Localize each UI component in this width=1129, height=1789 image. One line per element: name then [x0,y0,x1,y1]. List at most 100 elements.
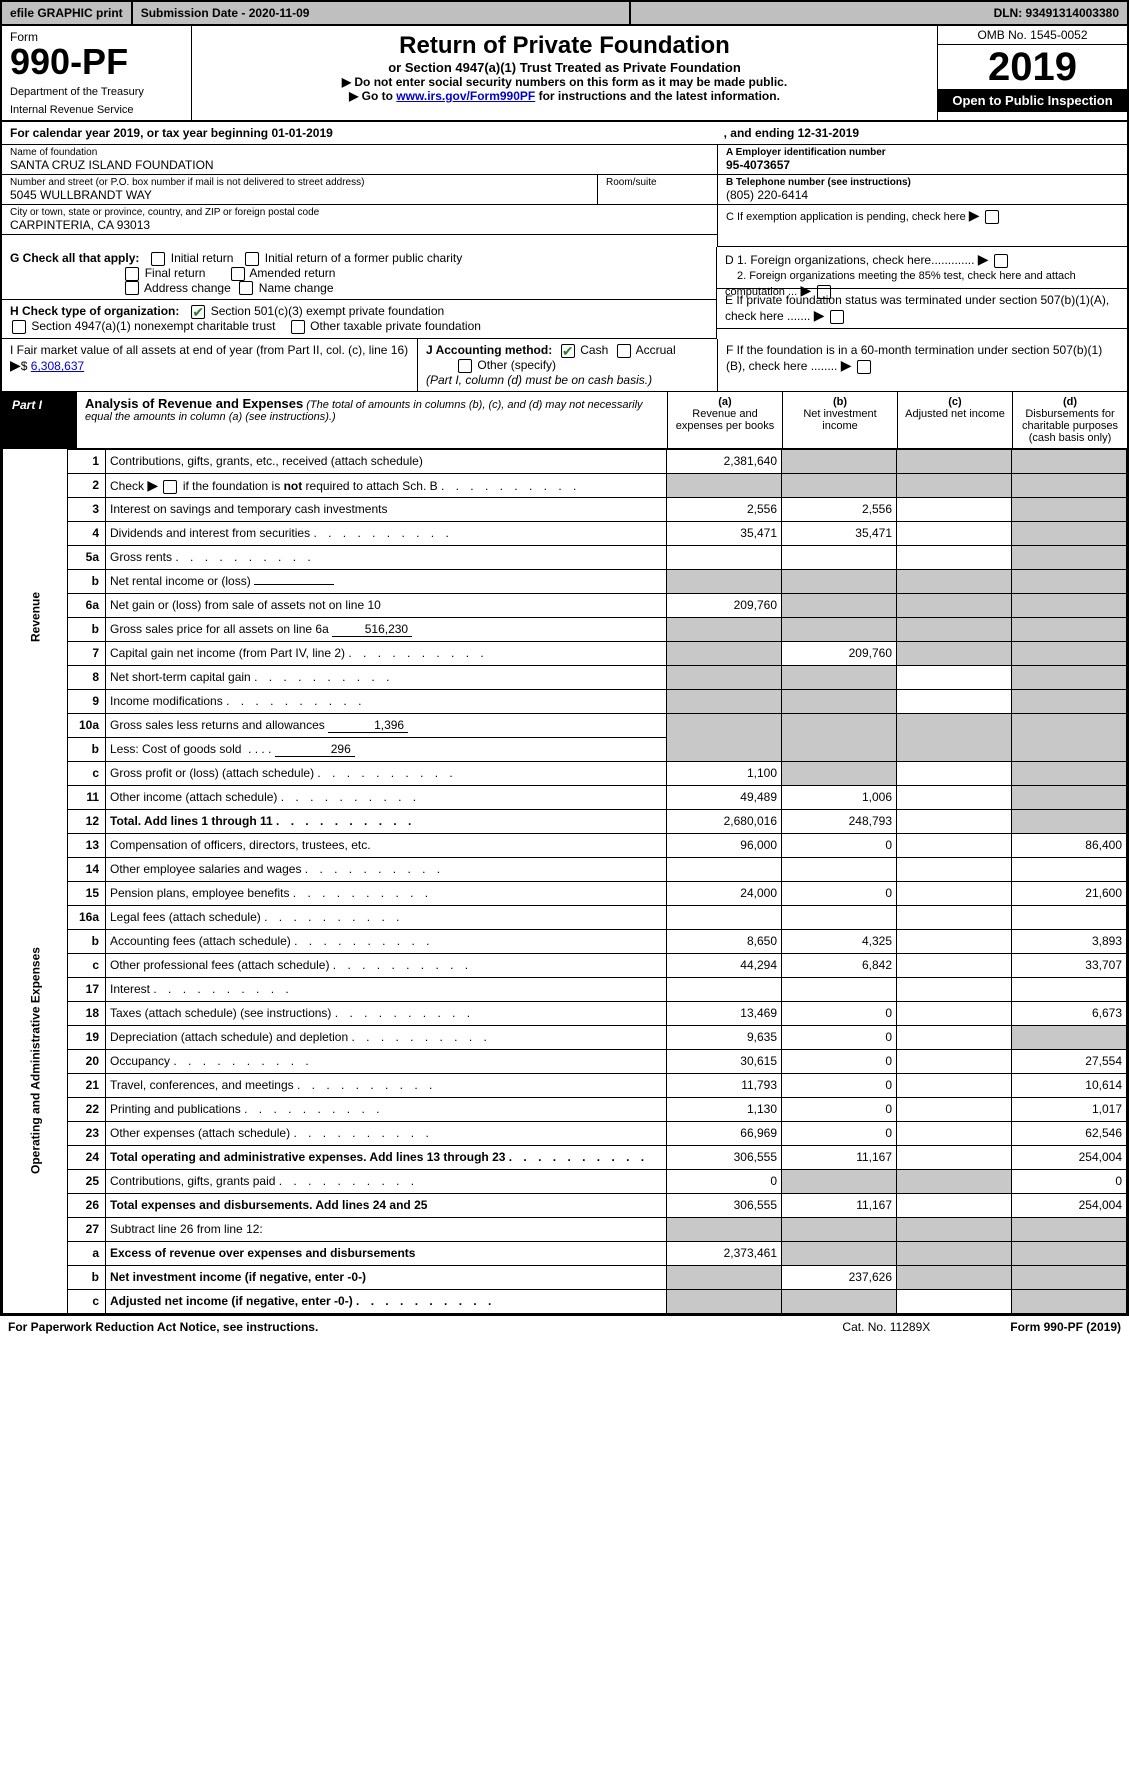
city-value: CARPINTERIA, CA 93013 [10,218,709,232]
schb-checkbox[interactable] [163,480,177,494]
table-row: cOther professional fees (attach schedul… [3,953,1127,977]
table-row: 14Other employee salaries and wages [3,857,1127,881]
row-num: 12 [68,809,106,833]
cell-a: 44,294 [667,953,782,977]
row-desc: Net investment income (if negative, ente… [110,1270,366,1284]
city-label: City or town, state or province, country… [10,207,709,218]
h-501c3-checkbox[interactable] [191,305,205,319]
j-accrual-checkbox[interactable] [617,344,631,358]
i-j-f-row: I Fair market value of all assets at end… [2,339,1127,392]
cell-d [1012,905,1127,929]
row-desc: Excess of revenue over expenses and disb… [110,1246,415,1260]
cell-b: 0 [782,881,897,905]
paperwork-notice: For Paperwork Reduction Act Notice, see … [8,1320,318,1334]
table-row: 18Taxes (attach schedule) (see instructi… [3,1001,1127,1025]
e-checkbox[interactable] [830,310,844,324]
g-opt-final: Final return [145,266,206,280]
row-desc: Gross profit or (loss) (attach schedule) [110,766,314,780]
g-amended-checkbox[interactable] [231,267,245,281]
g-initial-former-checkbox[interactable] [245,252,259,266]
cell-d: 3,893 [1012,929,1127,953]
row-desc: Contributions, gifts, grants, etc., rece… [106,449,667,473]
row-num: 14 [68,857,106,881]
cell-c [897,785,1012,809]
cell-d: 254,004 [1012,1193,1127,1217]
cell-c [897,689,1012,713]
cell-c [897,1145,1012,1169]
phone-value: (805) 220-6414 [726,188,1119,202]
cell-d [1012,497,1127,521]
col-d-text: Disbursements for charitable purposes (c… [1022,408,1118,444]
cell-c [897,641,1012,665]
g-address-checkbox[interactable] [125,281,139,295]
blank-sidelabel [3,785,68,833]
h-4947-checkbox[interactable] [12,320,26,334]
cell-a: 13,469 [667,1001,782,1025]
cell-d [1012,617,1127,641]
row-desc: Gross rents [110,550,172,564]
cell-b: 11,167 [782,1193,897,1217]
cell-a [667,713,782,761]
j-cash-checkbox[interactable] [561,344,575,358]
goto-pre: ▶ Go to [349,89,396,103]
cell-b: 2,556 [782,497,897,521]
cell-b: 35,471 [782,521,897,545]
cell-a: 35,471 [667,521,782,545]
table-row: Operating and Administrative Expenses 13… [3,833,1127,857]
c-checkbox[interactable] [985,210,999,224]
d1-checkbox[interactable] [994,254,1008,268]
efile-print-button[interactable]: efile GRAPHIC print [2,2,133,24]
cell-c [897,1169,1012,1193]
g-name-checkbox[interactable] [239,281,253,295]
part1-table: Revenue 1Contributions, gifts, grants, e… [2,449,1127,1314]
g-h-row: G Check all that apply: Initial return I… [2,247,1127,339]
j-other-checkbox[interactable] [458,359,472,373]
address-value: 5045 WULLBRANDT WAY [10,188,589,202]
table-row: bGross sales price for all assets on lin… [3,617,1127,641]
cell-a [667,689,782,713]
c-exemption-label: C If exemption application is pending, c… [726,211,966,223]
cell-a: 0 [667,1169,782,1193]
cell-a [667,1289,782,1313]
cell-b [782,545,897,569]
j-label: J Accounting method: [426,343,552,357]
cell-b [782,665,897,689]
cell-c [897,545,1012,569]
table-row: 9Income modifications [3,689,1127,713]
row-num: b [68,569,106,593]
cell-d [1012,761,1127,785]
cell-a [667,977,782,1001]
cell-a [667,905,782,929]
table-row: 10aGross sales less returns and allowanc… [3,713,1127,737]
row-num: b [68,1265,106,1289]
row-desc: Printing and publications [110,1102,241,1116]
cell-b [782,761,897,785]
g-label: G Check all that apply: [10,251,139,265]
cell-a [667,857,782,881]
g-final-checkbox[interactable] [125,267,139,281]
cell-b: 0 [782,1121,897,1145]
form-subtitle: or Section 4947(a)(1) Trust Treated as P… [198,60,931,75]
inline-val: 1,396 [328,718,408,733]
table-row: 27Subtract line 26 from line 12: [3,1217,1127,1241]
topbar: efile GRAPHIC print Submission Date - 20… [2,2,1127,26]
part1-header: Part I Analysis of Revenue and Expenses … [2,392,1127,449]
form990pf-link[interactable]: www.irs.gov/Form990PF [396,89,535,103]
submission-date: Submission Date - 2020-11-09 [133,2,631,24]
f-checkbox[interactable] [857,360,871,374]
cell-b: 0 [782,1001,897,1025]
cell-c [897,1073,1012,1097]
h-other-checkbox[interactable] [291,320,305,334]
i-fmv-value[interactable]: 6,308,637 [31,359,84,373]
g-initial-checkbox[interactable] [151,252,165,266]
row-num: 8 [68,665,106,689]
row-num: 22 [68,1097,106,1121]
cell-c [897,881,1012,905]
row-num: 11 [68,785,106,809]
revenue-sidelabel: Revenue [3,449,68,785]
h-opt-4947: Section 4947(a)(1) nonexempt charitable … [31,319,275,333]
row-desc: Subtract line 26 from line 12: [106,1217,667,1241]
cell-a: 2,373,461 [667,1241,782,1265]
row-desc: Travel, conferences, and meetings [110,1078,294,1092]
cell-c [897,1049,1012,1073]
